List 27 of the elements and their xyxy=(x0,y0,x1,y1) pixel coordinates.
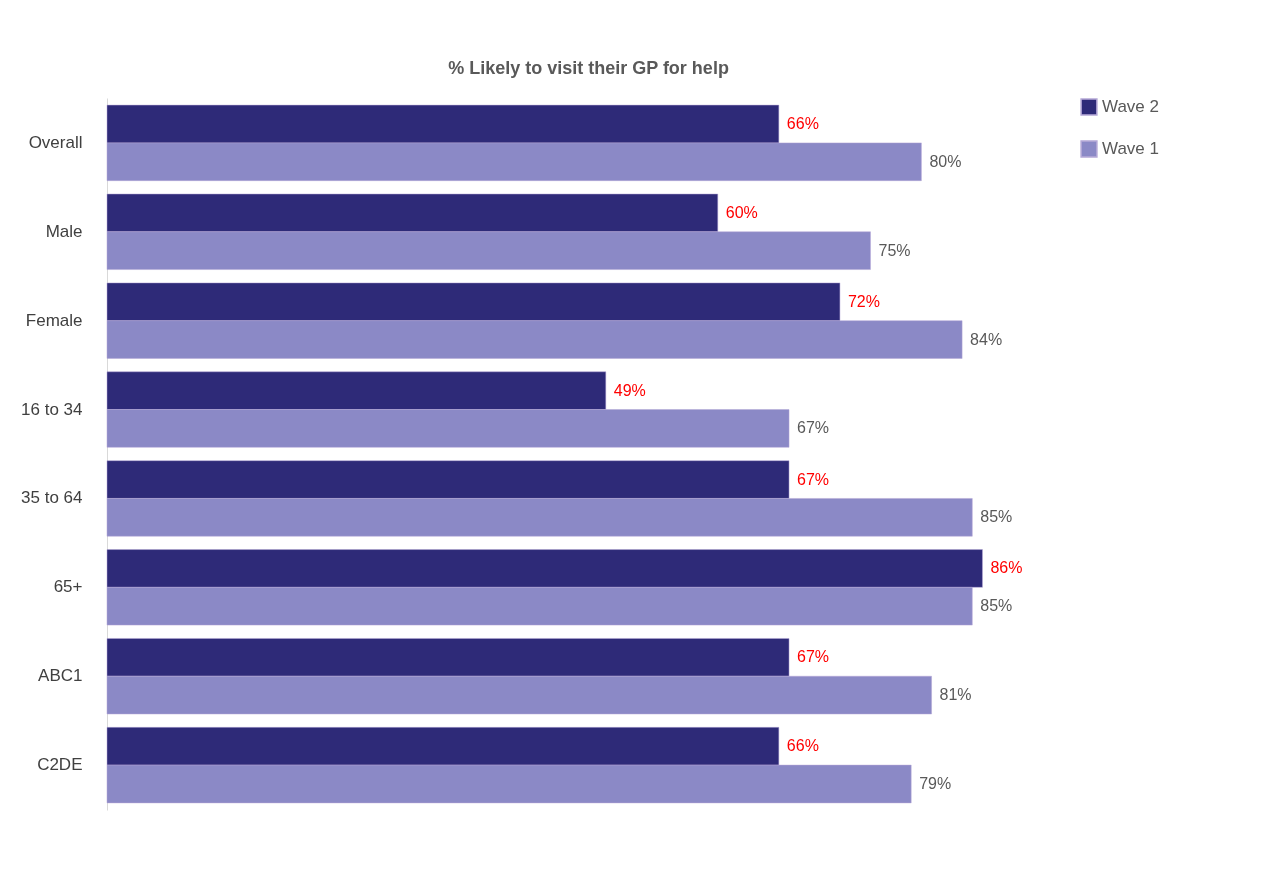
data-label: 66% xyxy=(786,115,819,132)
y-tick-label: 65+ xyxy=(53,577,83,597)
y-tick-label: Male xyxy=(45,221,83,241)
y-tick-label: C2DE xyxy=(37,755,83,775)
y-tick-label: ABC1 xyxy=(38,666,83,686)
data-label: 49% xyxy=(613,381,646,399)
data-label: 60% xyxy=(725,203,758,221)
legend-label: Wave 1 xyxy=(1102,139,1160,158)
data-label: 75% xyxy=(878,241,911,259)
data-label: 81% xyxy=(939,686,972,704)
data-label: 85% xyxy=(980,508,1013,526)
data-label: 86% xyxy=(990,559,1023,577)
data-label: 67% xyxy=(797,648,830,666)
chart-title: % Likely to visit their GP for help xyxy=(448,58,729,78)
data-label: 79% xyxy=(919,775,952,792)
data-label: 84% xyxy=(970,330,1003,348)
y-tick-label: Overall xyxy=(28,132,83,152)
legend-label: Wave 2 xyxy=(1102,97,1160,116)
data-label: 67% xyxy=(797,419,830,437)
y-tick-label: 16 to 34 xyxy=(21,399,83,419)
y-tick-label: 35 to 64 xyxy=(21,488,83,508)
data-label: 66% xyxy=(786,737,819,755)
data-label: 72% xyxy=(847,292,880,310)
data-label: 85% xyxy=(980,597,1013,615)
y-tick-label: Female xyxy=(25,310,83,330)
data-label: 67% xyxy=(797,470,830,488)
data-label: 80% xyxy=(929,152,962,170)
